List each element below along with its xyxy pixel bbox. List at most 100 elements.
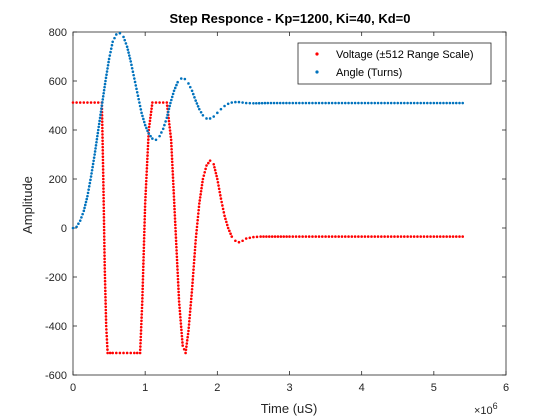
series-1-point <box>176 80 179 84</box>
series-0-point <box>144 179 148 183</box>
series-0-point <box>104 321 108 325</box>
series-0-point <box>198 199 202 202</box>
series-0-point <box>135 351 139 355</box>
series-0-point <box>148 119 152 123</box>
series-0-point <box>101 171 105 174</box>
series-0-point <box>170 160 174 164</box>
legend-box <box>297 42 492 85</box>
series-1-point <box>125 45 129 48</box>
series-1-point <box>191 92 195 96</box>
series-0-point <box>198 196 202 199</box>
series-0-point <box>173 214 177 217</box>
series-0 <box>71 101 465 355</box>
series-0-point <box>373 235 377 238</box>
series-0-point <box>171 166 174 170</box>
series-1-point <box>376 101 380 105</box>
series-0-point <box>122 351 125 355</box>
series-0-point <box>196 222 199 225</box>
series-0-point <box>193 245 197 249</box>
series-0-point <box>170 144 173 148</box>
series-0-point <box>196 218 199 222</box>
series-0-point <box>103 244 106 248</box>
y-tick-label-1: -400 <box>45 321 67 333</box>
series-0-point <box>176 271 179 275</box>
series-0-point <box>180 338 184 341</box>
series-0-point <box>142 233 146 237</box>
series-0-point <box>298 235 301 238</box>
series-0-point <box>244 237 248 240</box>
series-1-point <box>151 137 154 140</box>
series-0-point <box>194 238 197 242</box>
series-0-point <box>141 274 145 278</box>
series-1-point <box>201 114 205 117</box>
series-0-point <box>105 328 108 331</box>
series-0-point <box>438 235 442 238</box>
series-0-point <box>176 268 179 271</box>
series-1-point <box>105 70 109 73</box>
x-tick-label-6: 6 <box>503 382 509 394</box>
series-0-point <box>191 278 195 281</box>
series-0-point <box>173 217 177 220</box>
series-0-point <box>143 214 147 218</box>
series-0-point <box>168 126 172 129</box>
series-0-point <box>102 235 106 238</box>
series-0-point <box>188 316 191 320</box>
series-0-point <box>219 194 222 197</box>
series-0-point <box>141 281 145 284</box>
series-1-point <box>350 101 354 105</box>
series-0-point <box>102 180 105 184</box>
x-exponent-power: 6 <box>493 401 498 411</box>
series-1-point <box>89 175 93 178</box>
series-0-point <box>173 210 177 214</box>
series-0-point <box>213 168 217 172</box>
series-1-point <box>383 101 386 105</box>
series-0-point <box>267 235 271 238</box>
series-1-point <box>409 101 413 105</box>
series-0-point <box>177 284 180 287</box>
series-0-point <box>327 235 331 238</box>
series-1-point <box>298 101 301 105</box>
series-0-point <box>171 173 175 176</box>
series-0-point <box>118 351 122 355</box>
series-0-point <box>406 235 409 238</box>
series-1-point <box>77 222 80 226</box>
series-1-point <box>223 104 226 108</box>
series-1-point <box>195 102 199 105</box>
series-0-point <box>201 177 205 181</box>
series-0-point <box>191 271 195 275</box>
series-0-point <box>228 229 231 233</box>
series-0-point <box>167 119 171 123</box>
series-0-point <box>213 165 216 169</box>
series-0-point <box>304 235 308 238</box>
series-0-point <box>144 186 148 189</box>
series-1-point <box>126 48 130 51</box>
series-0-point <box>195 228 198 232</box>
series-1-point <box>403 101 406 105</box>
series-0-point <box>141 290 144 294</box>
series-1-point <box>142 117 145 121</box>
series-1-point <box>84 200 88 204</box>
series-1-point <box>208 117 212 120</box>
series-1-point <box>75 225 78 229</box>
series-0-point <box>177 293 181 297</box>
series-0-point <box>195 232 198 235</box>
series-1-point <box>104 79 107 83</box>
series-1-point <box>103 82 107 86</box>
series-0-point <box>193 248 197 252</box>
series-0-point <box>102 200 105 203</box>
series-0-point <box>174 233 178 236</box>
series-1-point <box>81 212 84 216</box>
series-0-point <box>181 341 184 344</box>
series-0-point <box>101 126 104 130</box>
series-1-point <box>154 138 158 142</box>
series-0-point <box>104 292 107 296</box>
series-1-point <box>257 101 261 105</box>
series-1-point <box>255 101 258 105</box>
series-1-point <box>138 104 142 108</box>
series-1-point <box>370 101 373 105</box>
series-1-point <box>132 73 135 77</box>
series-0-point <box>140 313 144 316</box>
series-1-point <box>425 101 429 105</box>
series-0-point <box>190 287 194 291</box>
series-0-point <box>175 258 179 262</box>
